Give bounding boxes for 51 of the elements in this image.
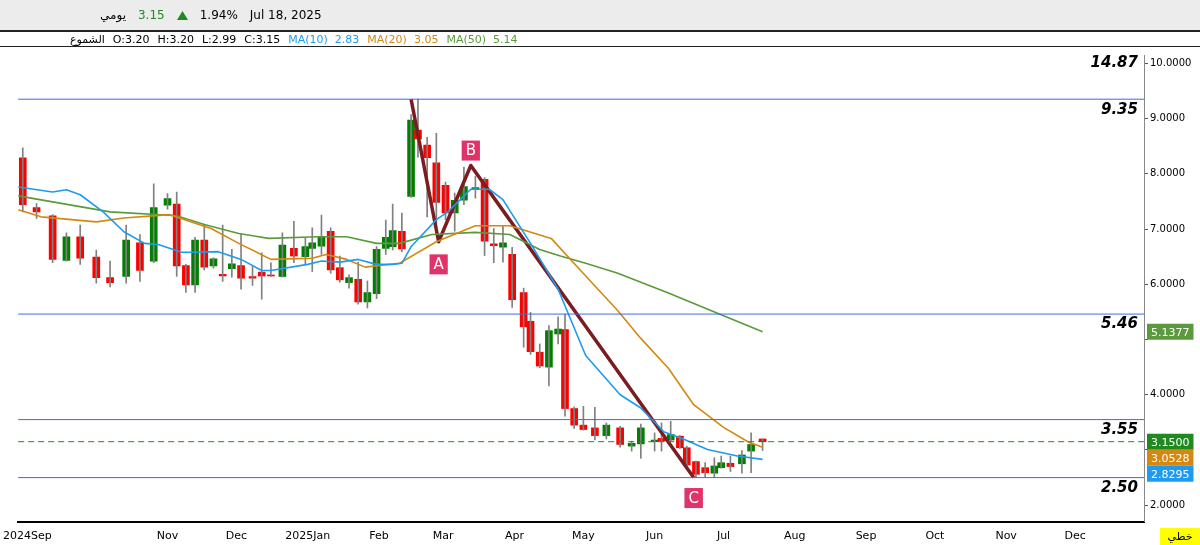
- text: 5.1377: [1151, 325, 1190, 339]
- y-tick-label: 9.0000: [1150, 112, 1185, 124]
- x-tick-label: Mar: [432, 529, 455, 543]
- y-tick-label: 8.0000: [1150, 167, 1185, 179]
- text: 2.83: [334, 32, 360, 46]
- candlestick: [499, 225, 507, 263]
- text: C:3.15: [244, 32, 281, 46]
- annotation: B: [465, 141, 476, 160]
- text: 5.14: [493, 32, 518, 46]
- x-tick-label: Apr: [504, 529, 525, 543]
- x-tick-label: Nov: [995, 529, 1018, 543]
- text: Jul 18, 2025: [249, 8, 322, 22]
- text: 3.15: [137, 8, 165, 22]
- x-tick-label: Nov: [156, 529, 179, 543]
- text: 1.94%: [199, 8, 238, 22]
- ref-line-label: 3.55: [1100, 419, 1138, 438]
- x-tick-label: Feb: [369, 529, 389, 543]
- ref-line-label: 9.35: [1100, 99, 1138, 118]
- y-tick-label: 10.0000: [1150, 56, 1192, 68]
- text: خطي: [1160, 528, 1200, 545]
- text: MA(10): [288, 32, 328, 46]
- x-tick-label: 2025Jan: [285, 529, 331, 543]
- text: L:2.99: [201, 32, 237, 46]
- text: 2.8295: [1151, 467, 1190, 481]
- y-tick-label: 4.0000: [1150, 388, 1185, 400]
- x-tick-label: May: [572, 529, 596, 543]
- ref-line-label: 2.50: [1100, 478, 1138, 496]
- annotation: A: [433, 255, 445, 274]
- ref-line-label: 5.46: [1100, 314, 1138, 333]
- text: 3.05: [413, 32, 439, 46]
- x-tick-label: 2024Sep: [3, 529, 52, 543]
- x-tick-label: Oct: [925, 529, 946, 543]
- x-tick-label: Jun: [645, 529, 664, 543]
- text: الشموع: [70, 32, 105, 46]
- x-tick-label: Dec: [225, 529, 248, 543]
- y-tick-label: 7.0000: [1150, 222, 1185, 234]
- x-tick-label: Jul: [715, 529, 731, 543]
- x-tick-label: Aug: [784, 529, 806, 543]
- y-tick-label: 2.0000: [1150, 498, 1185, 510]
- text: H:3.20: [157, 32, 194, 46]
- text: O:3.20: [112, 32, 150, 46]
- x-tick-label: Sep: [855, 529, 877, 543]
- x-tick-label: Dec: [1064, 529, 1086, 543]
- annotation: 14.87: [1090, 53, 1139, 72]
- text: MA(20): [367, 32, 407, 46]
- text: 3.0528: [1151, 451, 1190, 465]
- text: يومي: [100, 8, 126, 22]
- y-tick-label: 6.0000: [1150, 277, 1185, 289]
- text: MA(50): [446, 32, 487, 46]
- ref-line-label: 3.1500: [1151, 435, 1190, 449]
- annotation: C: [688, 488, 699, 507]
